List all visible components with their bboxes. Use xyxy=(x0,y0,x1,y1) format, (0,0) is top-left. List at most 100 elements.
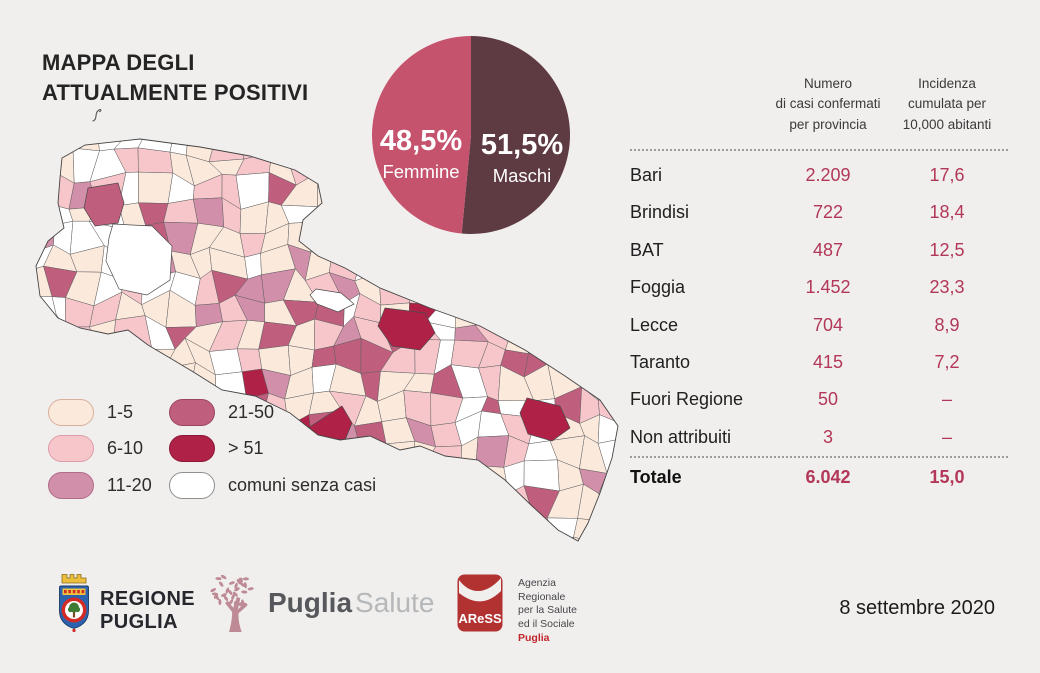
commune-cell xyxy=(403,535,437,541)
commune-cell xyxy=(597,414,618,444)
commune-cell xyxy=(383,464,415,494)
commune-cell xyxy=(191,560,223,570)
commune-cell xyxy=(546,517,578,541)
commune-cell xyxy=(571,318,605,354)
commune-cell xyxy=(603,509,618,541)
commune-cell xyxy=(571,170,603,205)
commune-cell xyxy=(36,436,51,465)
commune-cell xyxy=(382,508,409,541)
commune-cell xyxy=(522,269,560,296)
commune-cell xyxy=(593,344,618,373)
incidence-value: – xyxy=(941,426,952,447)
commune-cell xyxy=(428,244,464,275)
commune-cell xyxy=(602,315,618,351)
commune-cell xyxy=(100,517,122,541)
commune-cell xyxy=(36,462,49,498)
commune-cell xyxy=(36,296,57,328)
province-label: Taranto xyxy=(630,351,691,372)
commune-cell xyxy=(354,508,393,541)
cases-value: 3 xyxy=(822,426,833,447)
legend-swatch xyxy=(48,398,94,426)
commune-cell xyxy=(36,345,44,371)
commune-cell xyxy=(569,225,603,252)
total-incidence-value: 15,0 xyxy=(929,467,965,488)
commune-cell xyxy=(382,535,414,541)
commune-cell xyxy=(452,274,480,302)
commune-cell xyxy=(354,243,393,282)
total-cases-value: 6.042 xyxy=(805,467,851,488)
commune-cell xyxy=(571,294,605,326)
commune-cell xyxy=(40,534,73,541)
regione-puglia-crest xyxy=(59,574,89,633)
commune-cell xyxy=(338,146,364,181)
legend-label: 21-50 xyxy=(228,401,275,422)
commune-cell xyxy=(529,232,555,256)
aress-acronym: AReSS xyxy=(458,611,502,626)
commune-cell xyxy=(332,557,355,570)
commune-cell xyxy=(503,222,533,256)
header-incidence-column: Incidenza cumulata per 10,000 abitanti xyxy=(902,76,992,132)
legend-item: 11-20 xyxy=(48,471,165,499)
commune-cell xyxy=(503,194,533,234)
commune-cell xyxy=(265,559,294,570)
tree-leaf xyxy=(236,579,241,585)
commune-salento xyxy=(519,397,571,442)
commune-cell xyxy=(449,194,476,231)
table-rows: Bari 2.209 17,6 Brindisi 722 18,4 BAT 487 12,5 Fo… xyxy=(630,151,1008,456)
tree-leaf xyxy=(228,589,233,596)
legend-swatch xyxy=(48,471,94,499)
incidence-value: 7,2 xyxy=(934,351,960,372)
commune-cell xyxy=(573,270,607,303)
commune-cell xyxy=(434,538,465,541)
commune-cell xyxy=(529,197,550,234)
commune-cell xyxy=(334,171,364,211)
aress-description: Agenzia Regionale per la Salute ed il Socia… xyxy=(518,577,577,645)
commune-cell xyxy=(403,516,439,541)
table-row: BAT 487 12,5 xyxy=(630,232,1008,269)
commune-cell xyxy=(522,247,555,272)
commune-cell xyxy=(36,139,49,163)
commune-cell xyxy=(404,244,439,271)
aress-logo: AReSS xyxy=(457,574,503,632)
legend-swatch xyxy=(169,398,215,426)
commune-cell xyxy=(546,269,579,303)
commune-cell xyxy=(74,373,105,394)
table-divider-top xyxy=(630,148,1008,151)
commune-cell xyxy=(506,173,533,198)
commune-cell xyxy=(478,268,512,304)
commune-cell xyxy=(452,148,482,180)
commune-cell xyxy=(594,139,618,161)
commune-cell xyxy=(497,506,536,541)
commune-cell xyxy=(359,193,390,235)
commune-cell xyxy=(76,343,105,378)
commune-cell xyxy=(384,221,409,251)
salute-light-word: Salute xyxy=(355,587,435,618)
tree-leaf xyxy=(241,590,248,594)
table-row: Non attribuiti 3 – xyxy=(630,418,1008,455)
legend-item: 21-50 xyxy=(169,398,376,426)
commune-cell xyxy=(288,531,315,541)
commune-cell xyxy=(606,568,631,571)
tree-leaf xyxy=(228,581,235,585)
commune-mosaic xyxy=(36,139,631,571)
gender-pie-svg xyxy=(372,36,571,234)
legend-label: > 51 xyxy=(228,438,264,458)
commune-cell xyxy=(138,171,174,204)
commune-cell xyxy=(428,219,464,249)
commune-cell xyxy=(475,465,509,496)
commune-cell xyxy=(570,139,604,151)
commune-cell xyxy=(449,495,490,522)
commune-cell xyxy=(476,148,507,181)
commune-cell xyxy=(570,148,603,179)
commune-cell xyxy=(573,518,608,541)
commune-cell xyxy=(576,556,608,570)
commune-cell xyxy=(36,155,56,177)
commune-cell xyxy=(96,563,129,570)
legend-item: comuni senza casi xyxy=(169,471,376,499)
incidence-value: – xyxy=(941,389,952,410)
aress-line: Agenzia xyxy=(518,577,556,589)
pie-label-femmine: 48,5% Femmine xyxy=(367,127,475,182)
commune-cell xyxy=(333,199,366,235)
commune-cell xyxy=(208,348,243,376)
commune-cell xyxy=(546,241,574,272)
